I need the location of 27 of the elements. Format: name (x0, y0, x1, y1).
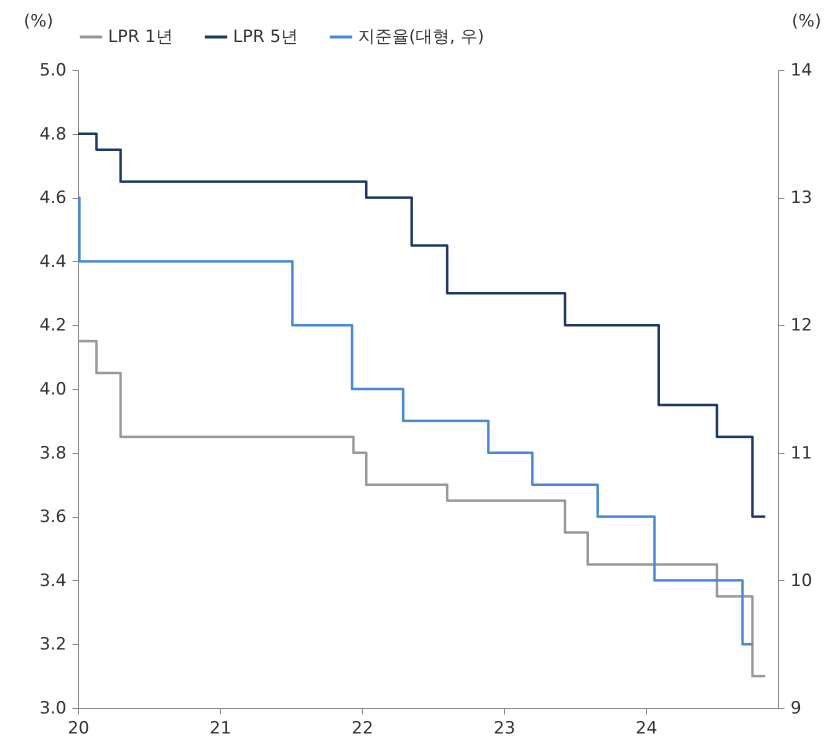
y-tick-label: 3.4 (39, 570, 66, 591)
y-tick-label: 3.0 (39, 698, 66, 718)
y-tick-label: 4.2 (39, 316, 66, 336)
y2-tick-label: 14 (790, 60, 812, 80)
y-tick-label: 3.8 (39, 443, 66, 464)
y2-tick-label: 11 (790, 443, 812, 464)
x-tick-label: 23 (494, 718, 516, 738)
x-tick-label: 21 (210, 718, 232, 738)
y-tick-label: 3.6 (39, 507, 66, 528)
legend-label: LPR 5년 (233, 27, 298, 47)
x-tick-label: 24 (636, 718, 658, 738)
y2-axis-title: (%) (792, 12, 822, 32)
y-tick-label: 3.2 (39, 634, 66, 655)
x-tick-label: 20 (68, 718, 90, 738)
y2-tick-label: 10 (790, 570, 812, 591)
y2-tick-label: 12 (790, 316, 812, 336)
legend-label: 지준율(대형, 우) (358, 27, 484, 47)
y2-tick-label: 9 (790, 698, 802, 718)
y-axis-title: (%) (24, 12, 54, 32)
legend-label: LPR 1년 (108, 27, 173, 47)
y2-tick-label: 13 (790, 188, 812, 208)
y-tick-label: 4.8 (39, 124, 66, 144)
x-tick-label: 22 (352, 718, 374, 738)
y-tick-label: 5.0 (39, 60, 66, 80)
y-tick-label: 4.4 (39, 252, 66, 272)
y-tick-label: 4.6 (39, 188, 66, 208)
y-tick-label: 4.0 (39, 380, 66, 400)
